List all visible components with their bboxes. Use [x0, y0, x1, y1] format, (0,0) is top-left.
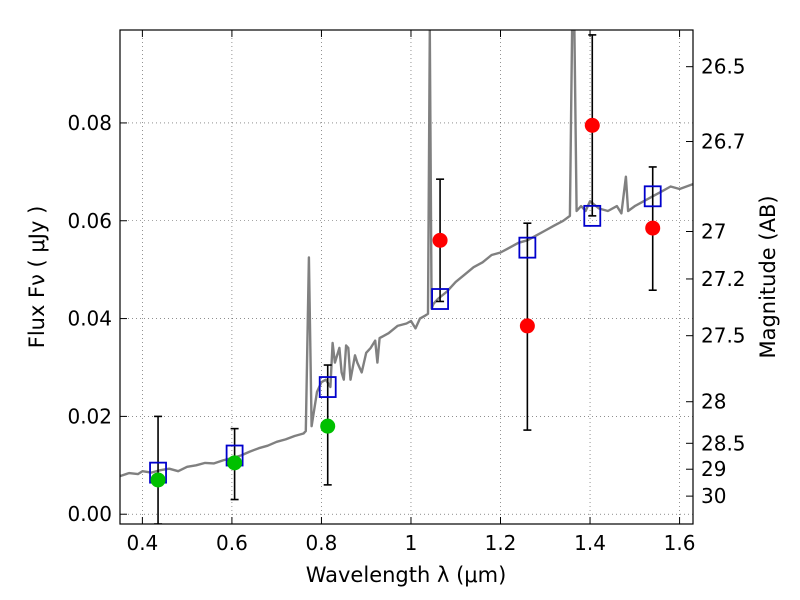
x-tick-label: 0.4 — [126, 531, 158, 555]
sed-line-group — [120, 30, 693, 478]
model-photometry-square — [643, 185, 662, 208]
y-tick-group: 0.00 0.02 0.04 0.06 0.08 — [67, 111, 127, 526]
right-axis-label: Magnitude (AB) — [756, 195, 780, 358]
errorbar-group — [154, 34, 657, 524]
right-tick-label: 30 — [701, 484, 726, 508]
model-photometry-square — [518, 236, 537, 259]
x-tick-label: 0.6 — [216, 531, 248, 555]
y-axis-label: Flux Fν ( μJy ) — [25, 206, 49, 349]
model-photometry-square — [583, 204, 602, 227]
observed-upper-limit-point — [150, 472, 166, 488]
x-tick-label: 1.4 — [574, 531, 606, 555]
sed-model-line — [120, 30, 693, 478]
y-tick-label: 0.08 — [67, 111, 112, 135]
right-tick-label: 27.5 — [701, 324, 746, 348]
observed-upper-limit-point — [320, 418, 336, 434]
x-tick-label: 1.2 — [485, 531, 517, 555]
right-tick-label: 27.2 — [701, 267, 746, 291]
y-tick-label: 0.04 — [67, 307, 112, 331]
observed-detection-point — [645, 220, 661, 236]
plot-area — [120, 30, 693, 524]
observed-detection-point — [584, 117, 600, 133]
right-tick-label: 29 — [701, 457, 726, 481]
y-tick-label: 0.06 — [67, 209, 112, 233]
y-tick-label: 0.02 — [67, 404, 112, 428]
right-tick-label: 26.5 — [701, 55, 746, 79]
right-tick-label: 26.7 — [701, 130, 746, 154]
observed-detection-point — [432, 232, 448, 248]
right-tick-label: 28 — [701, 390, 726, 414]
x-tick-label: 0.8 — [306, 531, 338, 555]
x-tick-label: 1.6 — [664, 531, 696, 555]
right-tick-label: 28.5 — [701, 431, 746, 455]
observed-detection-point — [519, 318, 535, 334]
x-tick-group: 0.4 0.6 0.8 1 1.2 1.4 1.6 — [126, 30, 695, 555]
x-axis-label: Wavelength λ (μm) — [306, 563, 507, 587]
right-tick-label: 27 — [701, 220, 726, 244]
marker-group — [149, 117, 662, 488]
x-tick-label: 1 — [405, 531, 418, 555]
plot-frame — [119, 29, 694, 525]
model-photometry-square — [318, 376, 337, 398]
observed-upper-limit-point — [227, 455, 243, 471]
model-photometry-square — [431, 288, 449, 310]
right-tick-group: 26.5 26.7 27 27.2 27.5 28 28.529 30 — [686, 55, 746, 508]
y-tick-label: 0.00 — [67, 502, 112, 526]
grid-group — [120, 30, 693, 524]
